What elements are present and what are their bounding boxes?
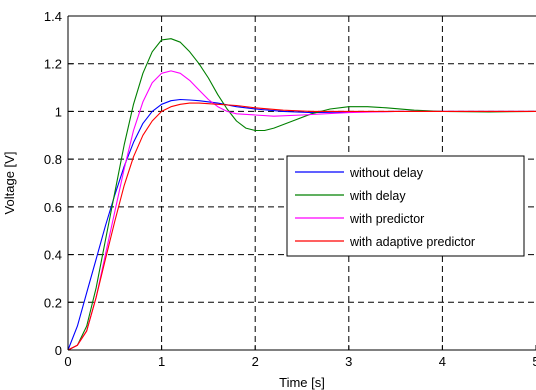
x-tick-label: 2 <box>252 354 259 369</box>
legend-label: with adaptive predictor <box>349 235 475 249</box>
legend-label: with delay <box>349 189 406 203</box>
legend: without delay with delay with predictor wit… <box>286 155 525 257</box>
series-line-with-predictor <box>67 70 536 351</box>
series-line-with-delay <box>67 38 536 351</box>
axes <box>67 15 536 351</box>
y-axis-title: Voltage [V] <box>2 152 17 215</box>
x-tick-label: 4 <box>439 354 446 369</box>
y-tick-label: 0.6 <box>44 200 62 215</box>
y-tick-label: 0.4 <box>44 248 62 263</box>
tick-labels: 0 1 2 3 4 5 0 0.2 0.4 0.6 0.8 1 1.2 1.4 <box>44 9 536 369</box>
series-line-with-adaptive-predictor <box>67 102 536 351</box>
x-axis-title: Time [s] <box>279 375 325 390</box>
legend-label: without delay <box>349 166 424 180</box>
x-tick-label: 1 <box>158 354 165 369</box>
y-tick-label: 1.4 <box>44 9 62 24</box>
series-lines <box>67 38 536 351</box>
legend-box <box>286 155 525 257</box>
y-tick-label: 1 <box>55 104 62 119</box>
y-tick-label: 1.2 <box>44 57 62 72</box>
x-tick-label: 0 <box>64 354 71 369</box>
y-tick-label: 0 <box>55 343 62 358</box>
y-tick-label: 0.8 <box>44 152 62 167</box>
x-tick-label: 5 <box>532 354 536 369</box>
x-tick-label: 3 <box>345 354 352 369</box>
y-tick-label: 0.2 <box>44 295 62 310</box>
legend-label: with predictor <box>349 212 424 226</box>
